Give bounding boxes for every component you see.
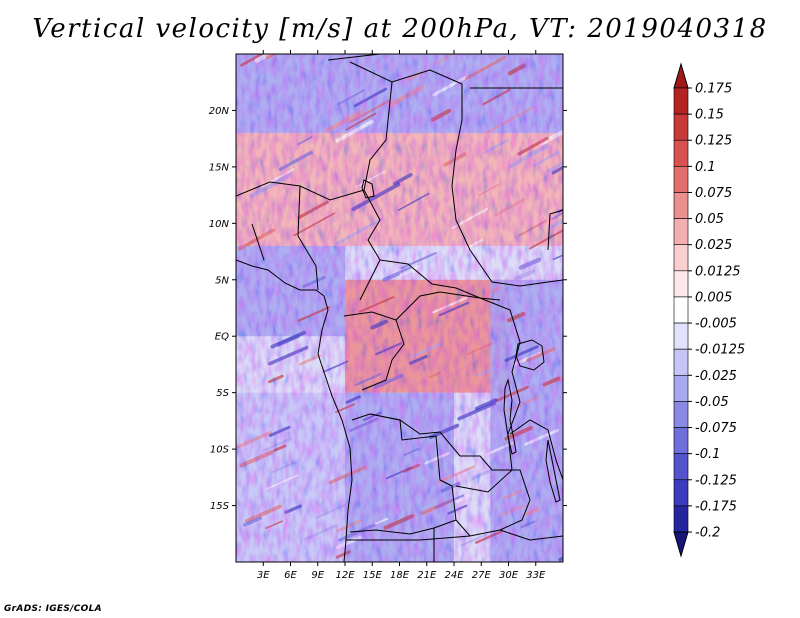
border-niger-chad xyxy=(359,81,393,301)
colorbar-label: 0.175 xyxy=(695,82,732,97)
y-tick-label: 10N xyxy=(209,219,230,230)
colorbar-label: 0.075 xyxy=(695,186,732,201)
coastline-west xyxy=(236,259,353,562)
y-tick-label: EQ xyxy=(215,332,229,343)
border-nigeria xyxy=(236,181,365,291)
x-axis: 3E 6E 9E 12E 15E 18E 21E 24E 27E 30E 33E xyxy=(257,50,546,581)
x-tick-label: 3E xyxy=(257,570,270,581)
lake-malawi xyxy=(545,439,561,503)
colorbar-segment xyxy=(673,139,689,167)
colorbar-label: 0.05 xyxy=(695,212,724,227)
x-tick-label: 9E xyxy=(311,570,324,581)
colorbar-bottom-arrow xyxy=(673,531,689,558)
colorbar-segment xyxy=(673,270,689,298)
lake-victoria xyxy=(515,339,545,371)
colorbar-segment xyxy=(673,113,689,141)
x-tick-label: 33E xyxy=(526,570,546,581)
colorbar-top-arrow xyxy=(673,62,689,89)
colorbar-segment xyxy=(673,479,689,507)
y-tick-label: 10S xyxy=(210,445,230,456)
colorbar: 0.175 0.15 0.125 0.1 0.075 0.05 0.025 0.0125 0.0… xyxy=(673,62,745,558)
colorbar-segment xyxy=(673,453,689,481)
colorbar-label: -0.125 xyxy=(695,473,737,488)
map-area xyxy=(236,54,563,562)
y-axis: 20N 15N 10N 5N EQ 5S 10S 15S xyxy=(209,106,567,512)
x-tick-label: 6E xyxy=(284,570,297,581)
colorbar-segment xyxy=(673,244,689,272)
border-tanzania xyxy=(509,419,563,481)
country-borders xyxy=(236,54,563,562)
colorbar-label: -0.005 xyxy=(695,317,737,332)
x-tick-label: 15E xyxy=(363,570,383,581)
y-tick-label: 5S xyxy=(216,388,229,399)
border-nile-east xyxy=(470,87,563,251)
colorbar-segment xyxy=(673,296,689,324)
colorbar-segment xyxy=(673,192,689,219)
x-tick-label: 30E xyxy=(499,570,519,581)
colorbar-label: -0.05 xyxy=(695,395,729,410)
colorbar-segment xyxy=(673,401,689,428)
y-tick-label: 15N xyxy=(209,162,230,173)
colorbar-segment xyxy=(673,166,689,193)
border-sudan xyxy=(451,84,563,287)
y-tick-label: 20N xyxy=(209,106,230,117)
border-zambia xyxy=(455,469,531,537)
field-streak xyxy=(557,208,563,214)
lake-chad xyxy=(361,179,375,199)
colorbar-label: -0.025 xyxy=(695,369,737,384)
colorbar-label: 0.0125 xyxy=(695,264,741,279)
border-libya-chad xyxy=(327,54,463,85)
border-south xyxy=(346,528,563,562)
lake-tanganyika xyxy=(503,378,517,455)
colorbar-label: -0.2 xyxy=(695,526,720,541)
x-tick-label: 18E xyxy=(390,570,410,581)
x-tick-label: 24E xyxy=(444,570,464,581)
colorbar-label: 0.15 xyxy=(695,108,724,123)
colorbar-label: -0.0125 xyxy=(695,343,745,358)
border-angola xyxy=(349,413,457,535)
x-tick-label: 12E xyxy=(335,570,355,581)
border-drc xyxy=(351,291,521,471)
y-tick-label: 5N xyxy=(215,275,229,286)
colorbar-label: 0.025 xyxy=(695,238,732,253)
field-streak xyxy=(558,556,563,562)
colorbar-label: -0.075 xyxy=(695,421,737,436)
border-congo-west xyxy=(343,311,405,391)
colorbar-label: 0.1 xyxy=(695,160,716,175)
colorbar-label: -0.1 xyxy=(695,447,720,462)
colorbar-label: 0.125 xyxy=(695,134,732,149)
credit-text: GrADS: IGES/COLA xyxy=(4,604,102,614)
colorbar-segment xyxy=(673,505,689,533)
y-tick-label: 15S xyxy=(210,501,230,512)
chart-title: Vertical velocity [m/s] at 200hPa, VT: 2… xyxy=(32,14,768,44)
colorbar-segment xyxy=(673,218,689,246)
colorbar-label: -0.175 xyxy=(695,499,737,514)
colorbar-label: 0.005 xyxy=(695,290,732,305)
colorbar-segment xyxy=(673,322,689,350)
field-texture xyxy=(236,54,563,562)
colorbar-segment xyxy=(673,87,689,115)
x-tick-label: 27E xyxy=(472,570,492,581)
colorbar-segment xyxy=(673,374,689,402)
border-car xyxy=(379,259,501,301)
colorbar-segment xyxy=(673,348,689,376)
colorbar-segment xyxy=(673,427,689,454)
x-tick-label: 21E xyxy=(417,570,437,581)
